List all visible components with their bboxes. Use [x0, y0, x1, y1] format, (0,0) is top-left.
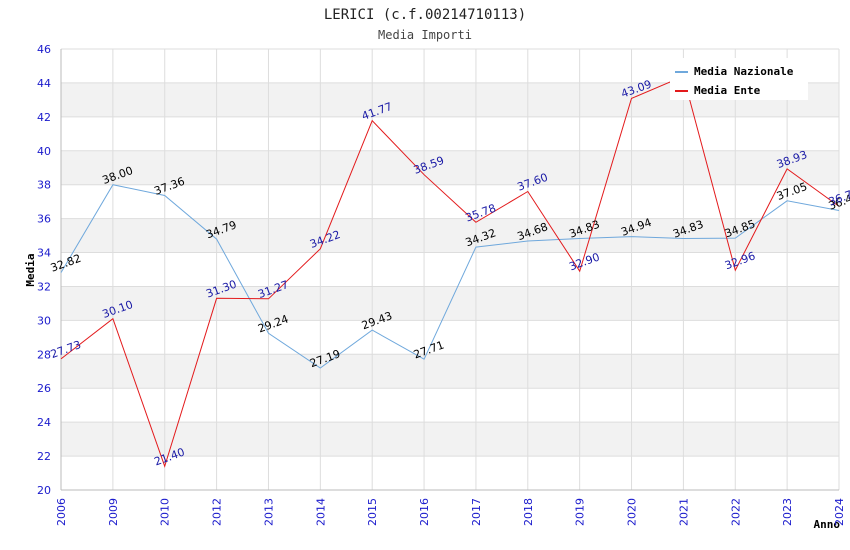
- x-tick-label: 2009: [107, 498, 120, 526]
- y-axis-label: Media: [24, 253, 37, 286]
- y-tick-label: 30: [37, 314, 51, 327]
- band: [61, 422, 839, 457]
- x-tick-label: 2013: [262, 498, 275, 526]
- series-line-media-ente: [60, 75, 840, 468]
- chart-title: LERICI (c.f.00214710113): [324, 7, 526, 23]
- y-tick-label: 34: [37, 247, 51, 260]
- band: [61, 218, 839, 253]
- band: [61, 150, 839, 185]
- legend-box: [670, 58, 808, 100]
- x-tick-label: 2015: [366, 498, 379, 526]
- band: [61, 456, 839, 490]
- y-tick-label: 24: [37, 416, 51, 429]
- y-tick-label: 38: [37, 179, 51, 192]
- series-line-media-nazionale: [60, 184, 840, 369]
- y-tick-label: 32: [37, 280, 51, 293]
- x-tick-label: 2020: [626, 498, 639, 526]
- series-lines: [60, 75, 840, 468]
- x-tick-label: 2019: [574, 498, 587, 526]
- legend: Media Nazionale Media Ente: [670, 58, 808, 100]
- x-tick-label: 2023: [781, 498, 794, 526]
- x-tick-label: 2021: [677, 498, 690, 526]
- y-tick-label: 20: [37, 484, 51, 497]
- x-tick-label: 2006: [55, 498, 68, 526]
- y-tick-label: 26: [37, 382, 51, 395]
- x-tick-label: 2017: [470, 498, 483, 526]
- legend-label-media-ente: Media Ente: [694, 84, 761, 97]
- y-tick-label: 44: [37, 77, 51, 90]
- x-tick-label: 2018: [522, 498, 535, 526]
- y-tick-label: 46: [37, 43, 51, 56]
- y-tick-label: 22: [37, 450, 51, 463]
- y-tick-label: 36: [37, 213, 51, 226]
- x-tick-label: 2014: [314, 498, 327, 526]
- y-tick-label: 28: [37, 348, 51, 361]
- band: [61, 116, 839, 151]
- x-tick-label: 2012: [211, 498, 224, 526]
- y-tick-label: 42: [37, 111, 51, 124]
- x-axis-label: Anno: [814, 518, 841, 531]
- y-axis-ticks: 20 22 24 26 28 30 32 34 36 38 40 42 44 46: [37, 43, 51, 497]
- y-tick-label: 40: [37, 145, 51, 158]
- x-tick-label: 2016: [418, 498, 431, 526]
- band: [61, 354, 839, 389]
- band: [61, 320, 839, 355]
- legend-label-media-nazionale: Media Nazionale: [694, 65, 794, 78]
- band: [61, 388, 839, 423]
- x-axis-ticks: 2006 2009 2010 2012 2013 2014 2015 2016 2017 2018…: [55, 498, 846, 526]
- band: [61, 252, 839, 287]
- x-tick-label: 2010: [159, 498, 172, 526]
- chart-subtitle: Media Importi: [378, 28, 472, 42]
- x-tick-label: 2022: [729, 498, 742, 526]
- gridlines: [60, 48, 840, 491]
- band: [61, 184, 839, 219]
- x-tick-label: 2024: [833, 498, 846, 526]
